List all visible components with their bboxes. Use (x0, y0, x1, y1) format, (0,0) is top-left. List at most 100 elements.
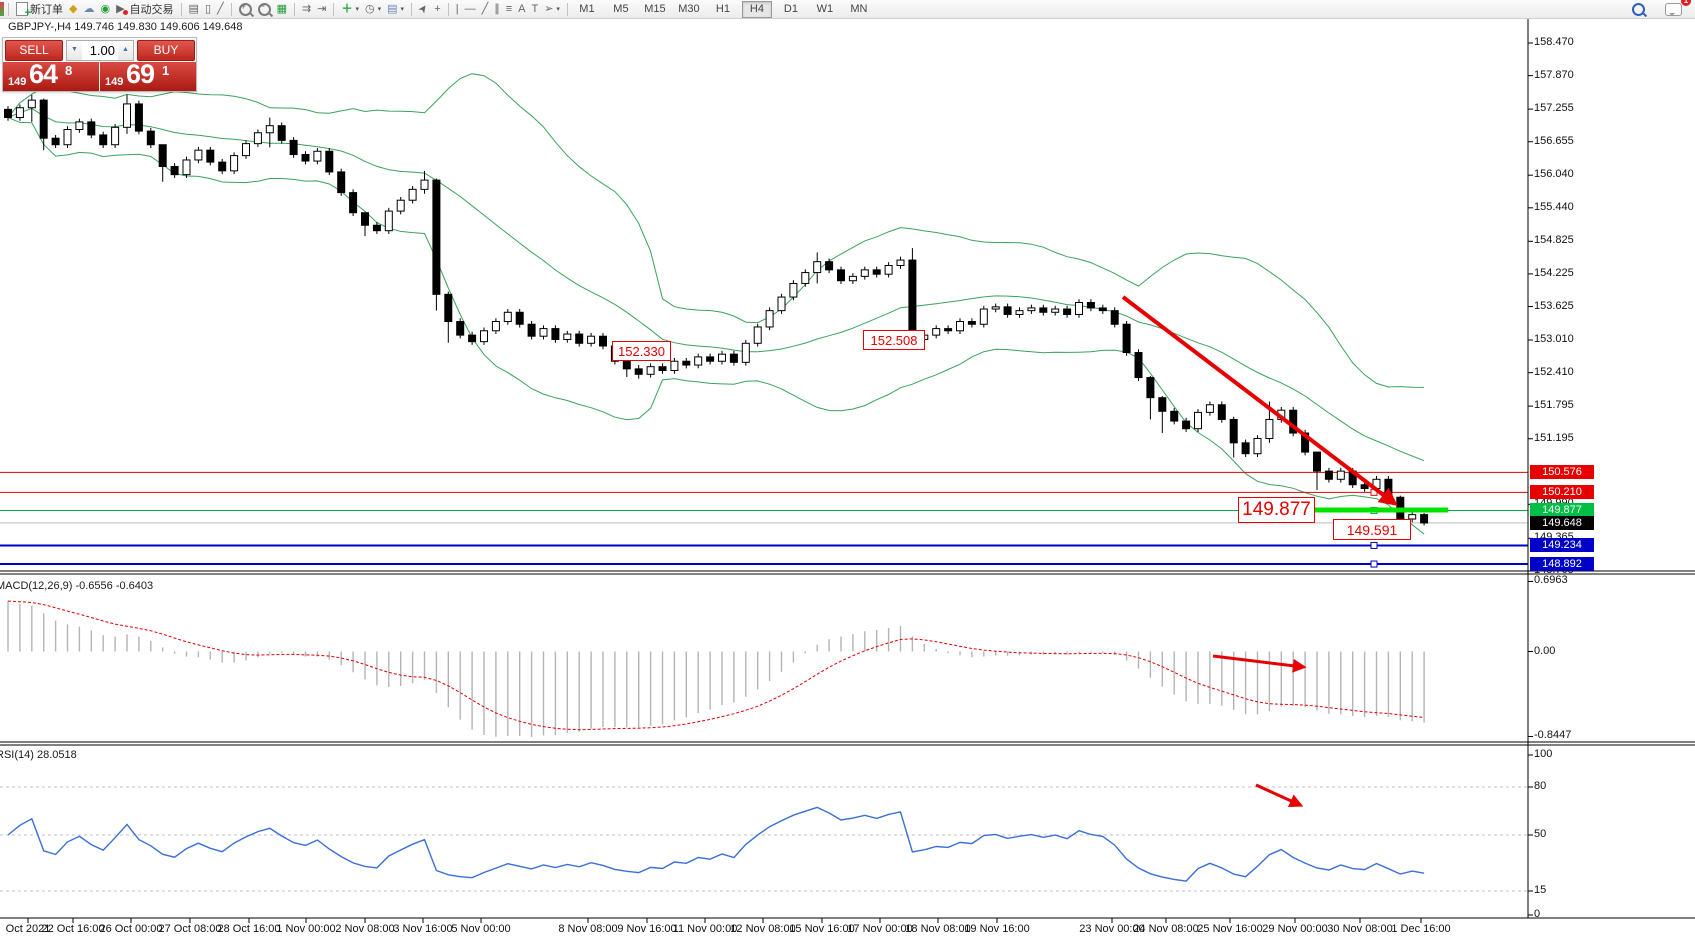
rsi-axis-tick: 15 (1534, 884, 1547, 896)
rsi-axis-tick: 80 (1534, 780, 1547, 792)
zoom-out-icon: − (257, 1, 271, 16)
candle-chart-button[interactable]: ▯ (202, 1, 214, 17)
trendline-icon: ╱ (481, 3, 489, 15)
crosshair-tool-button[interactable]: + (431, 1, 443, 17)
arrows-tool-button[interactable]: ➢ ▾ (541, 1, 563, 17)
time-tick: 27 Oct 08:00 (158, 923, 222, 935)
chevron-down-icon: ▾ (355, 6, 359, 13)
chart-symbol-ohlc: GBPJPY-,H4 149.746 149.830 149.606 149.6… (8, 21, 243, 33)
time-tick: 19 Nov 16:00 (964, 923, 1030, 935)
buy-button[interactable]: BUY (137, 39, 195, 61)
price-badge: 149.234 (1530, 538, 1594, 553)
template-chart-icon: ▤ (387, 3, 398, 15)
templates-button[interactable]: ▤ ▾ (384, 1, 407, 17)
vertical-line-tool-button[interactable]: | (453, 1, 462, 17)
tile-windows-button[interactable]: ▦ (274, 1, 290, 17)
crosshair-icon: + (434, 3, 441, 15)
bar-chart-icon: ▤ (188, 3, 199, 15)
buy-price-pane[interactable]: 149 69 1 (100, 62, 196, 91)
volume-decrease-button[interactable]: ▼ (67, 40, 82, 60)
line-chart-icon: ╱ (217, 3, 224, 15)
indicators-button[interactable]: ＋ ▾ (338, 1, 362, 17)
price-tick: 152.410 (1534, 365, 1574, 378)
market-depth-button[interactable]: ◆ (66, 1, 80, 17)
timeframe-W1[interactable]: W1 (816, 2, 834, 15)
arrows-tool-icon: ➢ (544, 3, 554, 15)
toolbar-divider (180, 2, 182, 16)
time-tick: 5 Nov 00:00 (451, 923, 511, 935)
chart-shift-button[interactable]: ⇥ (314, 1, 329, 17)
timeframe-M15[interactable]: M15 (644, 2, 666, 15)
timeframe-group: M1 M5 M15 M30 H1 H4 D1 W1 MN (572, 0, 874, 18)
auto-scroll-button[interactable]: ⇉ (299, 1, 314, 17)
buy-price-big: 69 (126, 62, 155, 89)
auto-scroll-icon: ⇉ (302, 3, 312, 15)
new-order-label: 新订单 (30, 4, 63, 16)
timeframe-D1[interactable]: D1 (783, 2, 798, 15)
time-tick: 24 Nov 08:00 (1133, 923, 1199, 935)
sell-price-pane[interactable]: 149 64 8 (3, 62, 99, 91)
price-annotation-152508[interactable]: 152.508 (863, 330, 925, 350)
time-tick: 22 Oct 16:00 (41, 923, 105, 935)
timeframe-MN[interactable]: MN (850, 2, 868, 15)
time-tick: 3 Nov 16:00 (393, 923, 453, 935)
horizontal-line-tool-button[interactable]: — (462, 1, 479, 17)
sell-button[interactable]: SELL (5, 39, 63, 61)
text-tool-button[interactable]: A (515, 1, 528, 17)
price-annotation-149591[interactable]: 149.591 (1333, 519, 1411, 540)
timeframe-H4[interactable]: H4 (741, 0, 772, 18)
zoom-in-button[interactable]: + (236, 1, 255, 17)
price-tick: 156.040 (1534, 168, 1574, 181)
one-click-trading-widget: SELL ▼ ▲ BUY 149 64 8 149 69 1 (2, 37, 197, 92)
time-tick: Oct 2021 (5, 923, 51, 935)
timeframe-H1[interactable]: H1 (715, 2, 730, 15)
chat-button[interactable]: 1 (1662, 0, 1691, 17)
zoom-out-button[interactable]: − (255, 1, 274, 17)
signal-icon: ◉ (100, 3, 111, 15)
volume-increase-button[interactable]: ▲ (118, 40, 133, 60)
candle-chart-icon: ▯ (204, 3, 212, 15)
label-tool-button[interactable]: T (528, 1, 541, 17)
macd-axis-tick: 0.00 (1534, 644, 1556, 657)
timeframe-M1[interactable]: M1 (579, 2, 595, 15)
toolbar-divider (566, 2, 568, 16)
price-badge: 149.877 (1530, 503, 1594, 518)
new-order-icon (16, 2, 31, 19)
time-tick: 26 Oct 00:00 (99, 923, 163, 935)
sell-price-big: 64 (29, 62, 58, 89)
time-tick: 17 Nov 00:00 (847, 923, 913, 935)
macd-axis-tick: -0.8447 (1534, 729, 1572, 742)
periods-button[interactable]: ◷ ▾ (362, 1, 384, 17)
price-annotation-152330[interactable]: 152.330 (612, 341, 671, 361)
chevron-down-icon: ▾ (377, 6, 382, 13)
timeframe-M30[interactable]: M30 (678, 2, 700, 15)
indicators-plus-icon: ＋ (341, 3, 353, 15)
new-order-button[interactable]: 新订单 (13, 1, 66, 19)
search-button[interactable] (1629, 1, 1648, 17)
toolbar-divider (8, 2, 9, 16)
macd-label: MACD(12,26,9) -0.6556 -0.6403 (0, 580, 154, 592)
time-tick: 18 Nov 08:00 (905, 923, 971, 935)
price-annotation-149877[interactable]: 149.877 (1238, 497, 1315, 523)
fibonacci-tool-button[interactable]: ≡ (503, 1, 515, 17)
vertical-line-icon: | (455, 3, 459, 15)
channel-tool-button[interactable]: ∥ (491, 1, 503, 17)
chat-icon (1665, 2, 1682, 16)
toolbar-divider (447, 2, 449, 16)
trendline-tool-button[interactable]: ╱ (479, 1, 492, 17)
volume-input[interactable] (82, 40, 118, 60)
price-tick: 156.655 (1534, 134, 1574, 147)
macd-axis-tick: 0.6963 (1534, 574, 1568, 587)
signals-button[interactable]: ◉ (97, 1, 113, 17)
community-button[interactable]: ☁ (80, 1, 97, 17)
notification-badge: 1 (1681, 0, 1691, 6)
bar-chart-button[interactable]: ▤ (186, 1, 202, 17)
time-tick: 29 Nov 00:00 (1262, 923, 1328, 935)
timeframe-M5[interactable]: M5 (613, 2, 629, 15)
line-chart-button[interactable]: ╱ (214, 1, 227, 17)
price-tick: 153.010 (1534, 333, 1574, 346)
cursor-tool-button[interactable]: ➤ (416, 1, 431, 17)
auto-trading-button[interactable]: ▶ 自动交易 (113, 1, 176, 17)
buy-price-prefix: 149 (105, 76, 124, 88)
